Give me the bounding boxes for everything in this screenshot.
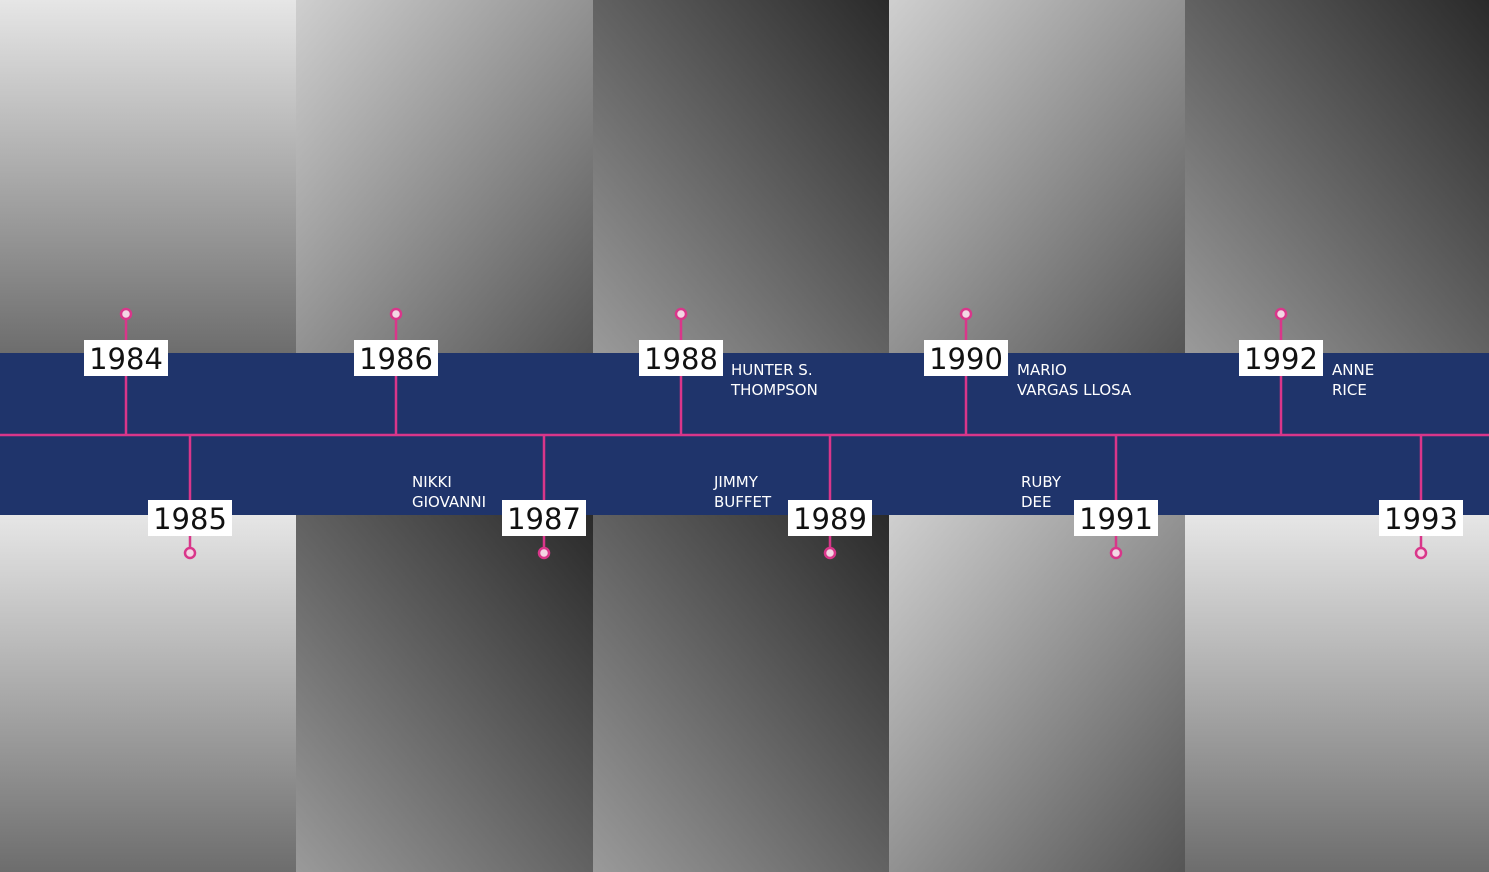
year: 1990 <box>929 342 1003 376</box>
year: 1991 <box>1079 502 1153 536</box>
name: NIKKI <box>412 473 452 491</box>
photo <box>889 0 1185 353</box>
photo <box>0 515 296 872</box>
name: RICE <box>1332 381 1367 399</box>
year: 1993 <box>1384 502 1458 536</box>
year: 1989 <box>793 502 867 536</box>
marker <box>391 309 401 319</box>
photo <box>1185 515 1489 872</box>
timeline-graphic: 1984 1985 1986 1987 NIKKI GIOVANNI 1988 HUNTER … <box>0 0 1489 872</box>
year: 1985 <box>153 502 227 536</box>
marker <box>539 548 549 558</box>
marker <box>121 309 131 319</box>
name: GIOVANNI <box>412 493 486 511</box>
photo <box>889 515 1185 872</box>
marker <box>185 548 195 558</box>
marker <box>1111 548 1121 558</box>
name: BUFFET <box>714 493 772 511</box>
year: 1988 <box>644 342 718 376</box>
year: 1984 <box>89 342 163 376</box>
name: THOMPSON <box>730 381 818 399</box>
year: 1987 <box>507 502 581 536</box>
marker <box>1276 309 1286 319</box>
name: MARIO <box>1017 361 1067 379</box>
name: HUNTER S. <box>731 361 813 379</box>
marker <box>825 548 835 558</box>
year: 1986 <box>359 342 433 376</box>
name: JIMMY <box>713 473 759 491</box>
marker <box>1416 548 1426 558</box>
photos-top <box>0 0 1489 353</box>
photos-bottom <box>0 515 1489 872</box>
name: VARGAS LLOSA <box>1017 381 1132 399</box>
page: 1984 1985 1986 1987 NIKKI GIOVANNI 1988 HUNTER … <box>0 0 1489 872</box>
name: DEE <box>1021 493 1052 511</box>
photo <box>296 0 593 353</box>
marker <box>961 309 971 319</box>
marker <box>676 309 686 319</box>
name: ANNE <box>1332 361 1374 379</box>
photo <box>593 0 889 353</box>
name: RUBY <box>1021 473 1062 491</box>
photo <box>296 515 593 872</box>
photo <box>593 515 889 872</box>
year: 1992 <box>1244 342 1318 376</box>
photo <box>0 0 296 353</box>
photo <box>1185 0 1489 353</box>
